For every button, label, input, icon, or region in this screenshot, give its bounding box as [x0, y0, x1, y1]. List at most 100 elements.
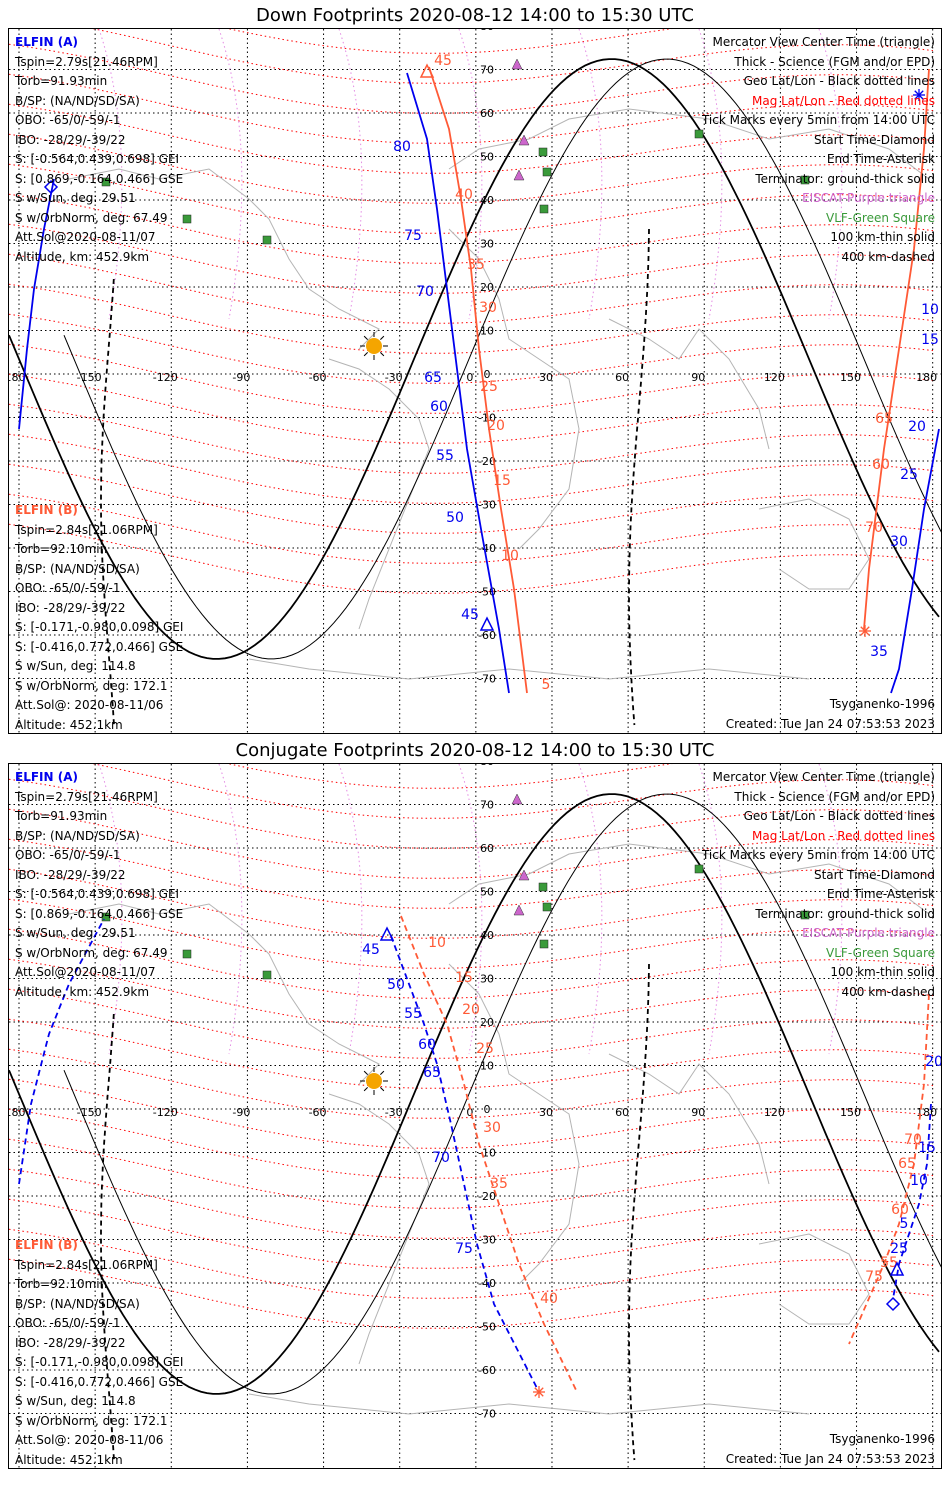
legend: Mercator View Center Time (triangle) Thic…	[702, 33, 935, 267]
elfin-b-info: ELFIN (B) Tspin=2.84s[21.06RPM] Torb=92.10…	[15, 1236, 183, 1470]
mag-lat-line	[9, 523, 934, 594]
elfin-a-tick-label: 75	[404, 228, 422, 244]
lat-label: 30	[480, 973, 494, 986]
mag-lat-line	[9, 928, 934, 999]
terminator-100km	[63, 58, 941, 660]
terminator-400km	[100, 278, 115, 728]
sun-ray	[363, 335, 368, 340]
lat-label: 40	[480, 929, 494, 942]
vlf-square-icon	[800, 175, 810, 185]
lon-label: 0	[466, 1106, 473, 1119]
panel-title-down: Down Footprints 2020-08-12 14:00 to 15:3…	[256, 5, 694, 26]
markers	[101, 58, 810, 360]
legend-entry: 400 km-dashed	[841, 249, 935, 264]
lat-label: -70	[478, 1408, 496, 1421]
mag-lon-line	[338, 764, 363, 1055]
info-line: IBO: -28/29/-39/22	[15, 600, 126, 615]
elfin-b-info: ELFIN (B) Tspin=2.84s[21.06RPM] Torb=92.10…	[15, 501, 183, 735]
sun-ray	[380, 1070, 385, 1075]
coastline	[248, 658, 810, 680]
grid-labels: 80706050403020100-10-20-30-40-50-60-70-1…	[9, 29, 937, 686]
elfin-a-tick-label: 10	[910, 1173, 928, 1189]
legend-entry: End Time-Asterisk	[826, 152, 935, 166]
down-footprints-map: 80706050403020100-10-20-30-40-50-60-70-1…	[9, 29, 941, 733]
legend-entry: End Time-Asterisk	[826, 887, 935, 901]
info-line: IBO: -28/29/-39/22	[15, 867, 126, 882]
info-line: Tspin=2.79s[21.46RPM]	[15, 54, 158, 69]
elfin-b-tick-label: 45	[434, 53, 452, 69]
spacecraft-header: ELFIN (A)	[15, 770, 78, 784]
elfin-b-tick-label: 25	[476, 1041, 494, 1057]
tracks	[18, 66, 940, 694]
mag-lat-line	[9, 433, 934, 504]
lon-label: -90	[232, 1106, 250, 1119]
eiscat-triangle-icon	[513, 169, 525, 181]
mag-lat-line	[9, 898, 934, 969]
mag-lat-line	[9, 1258, 934, 1329]
info-line: Tspin=2.84s[21.06RPM]	[15, 522, 158, 537]
center-triangle-icon	[419, 63, 435, 78]
legend-entry: Start Time-Diamond	[813, 867, 935, 882]
elfin-b-tick-label: 5	[542, 677, 551, 693]
info-line: B/SP: (NA/ND/SD/SA)	[15, 93, 140, 108]
legend-entry: Mercator View Center Time (triangle)	[712, 770, 935, 784]
spacecraft-header: ELFIN (B)	[15, 1238, 78, 1252]
eiscat-triangle-icon	[513, 904, 525, 916]
legend-entry: Geo Lat/Lon - Black dotted lines	[743, 74, 935, 88]
track-symbols	[379, 926, 905, 1398]
legend-entry: EISCAT-Purple triangle	[802, 926, 935, 940]
mag-lat-line	[9, 313, 934, 384]
mag-lat-line	[9, 1138, 934, 1209]
lat-label: -70	[478, 673, 496, 686]
mag-lat-line	[9, 778, 934, 849]
coastline	[448, 108, 930, 180]
info-line: Altitude, km: 452.9km	[15, 249, 150, 264]
terminator-ground	[9, 793, 940, 1395]
end-asterisk-icon	[533, 1386, 545, 1398]
vlf-square-icon	[538, 147, 548, 157]
panel-title-conjugate: Conjugate Footprints 2020-08-12 14:00 to…	[235, 740, 715, 761]
elfin-b-tick-label: 30	[479, 300, 497, 316]
vlf-square-icon	[262, 970, 272, 980]
lon-label: -150	[77, 1106, 102, 1119]
elfin-b-tick-label: 30	[483, 1120, 501, 1136]
lat-label: -40	[478, 542, 496, 555]
lon-label: -180	[9, 371, 25, 384]
sun-icon	[360, 332, 388, 360]
vlf-square-icon	[101, 177, 111, 187]
elfin-a-tick-label: 45	[362, 942, 380, 958]
lon-label: -30	[385, 1106, 403, 1119]
sun-ray	[380, 1087, 385, 1092]
elfin-a-track-wrap	[890, 428, 940, 694]
lon-label: -180	[9, 1106, 25, 1119]
coastline	[328, 1093, 430, 1365]
lat-label: 20	[480, 281, 494, 294]
legend-entry: Geo Lat/Lon - Black dotted lines	[743, 809, 935, 823]
info-line: Att.Sol@: 2020-08-11/06	[15, 1433, 164, 1447]
lon-label: 150	[840, 1106, 861, 1119]
elfin-b-tick-label: 60	[891, 1202, 909, 1218]
elfin-a-track	[390, 935, 540, 1393]
info-line: OBO: -65/0/-59/-1	[15, 848, 121, 862]
info-line: B/SP: (NA/ND/SD/SA)	[15, 1296, 140, 1311]
lat-label: -30	[478, 499, 496, 512]
lon-label: 150	[840, 371, 861, 384]
coastlines	[68, 843, 930, 1415]
map-panel-down: 80706050403020100-10-20-30-40-50-60-70-1…	[8, 28, 942, 734]
elfin-a-tick-label: 60	[430, 399, 448, 415]
lon-label: -120	[153, 371, 178, 384]
coastlines	[68, 108, 930, 680]
terminator-100km	[63, 793, 941, 1395]
vlf-square-icon	[539, 939, 549, 949]
elfin-a-tick-label: 45	[461, 607, 479, 623]
mag-lat-line	[9, 373, 934, 444]
lat-label: -30	[478, 1234, 496, 1247]
info-line: Torb=92.10min	[15, 1277, 108, 1291]
lat-label: 50	[480, 151, 494, 164]
info-line: Tspin=2.84s[21.06RPM]	[15, 1257, 158, 1272]
terminator-400km	[628, 228, 650, 726]
mag-lat-line	[9, 43, 934, 114]
eiscat-triangle-icon	[518, 869, 530, 881]
center-triangle-icon	[479, 616, 495, 631]
elfin-a-tick-label: 5	[900, 1216, 909, 1232]
